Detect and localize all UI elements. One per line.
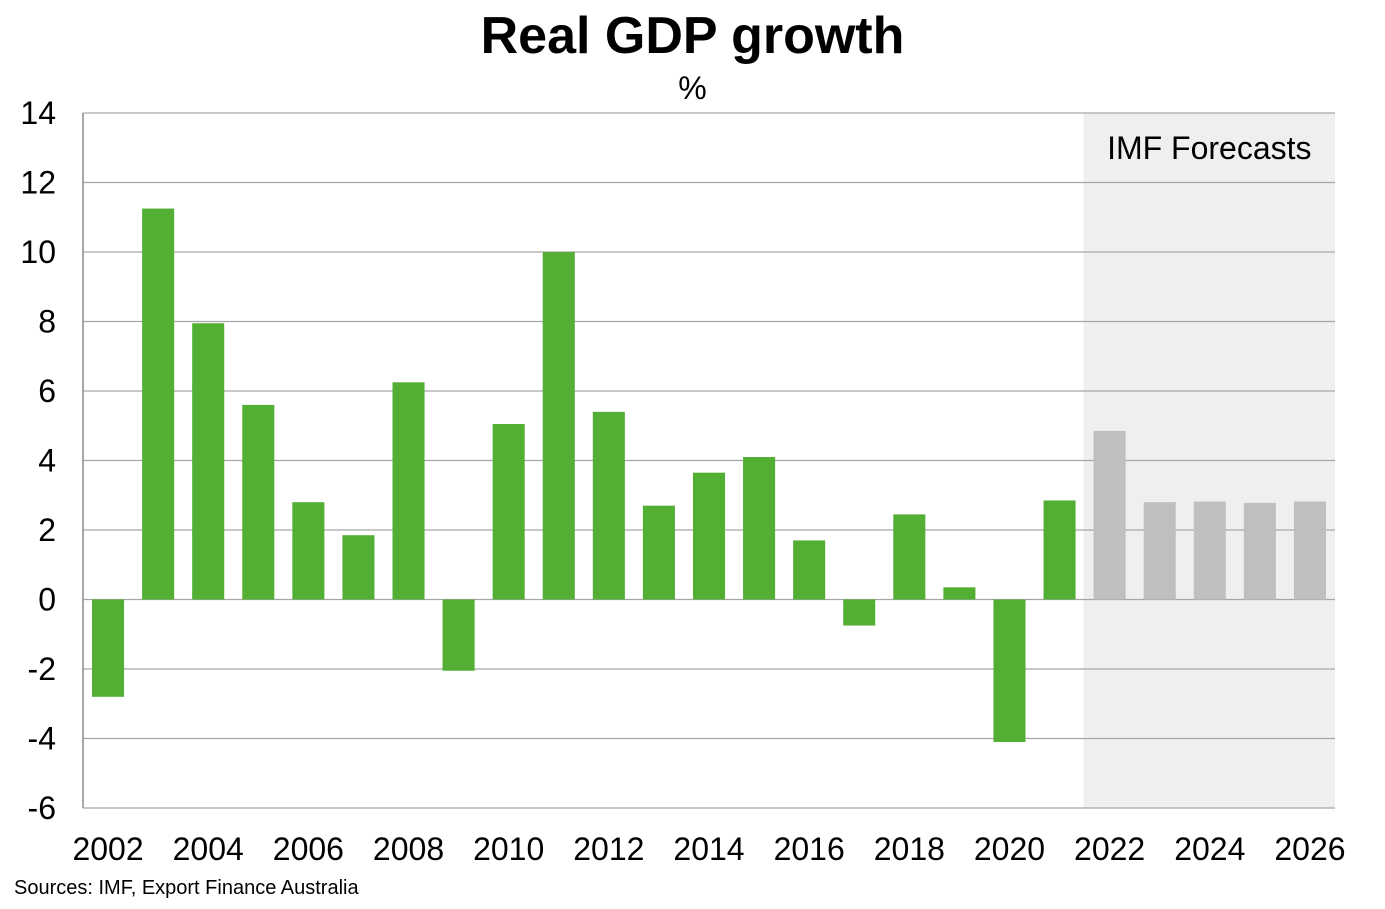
source-note: Sources: IMF, Export Finance Australia (14, 877, 359, 899)
bar-2013 (642, 505, 675, 600)
y-tick-label: 0 (38, 582, 56, 618)
y-tick-label: 6 (38, 373, 56, 409)
bar-2026 (1293, 501, 1326, 600)
x-tick-label: 2008 (373, 831, 444, 867)
y-tick-label: 14 (20, 95, 56, 131)
x-tick-label: 2016 (774, 831, 845, 867)
y-tick-label: 4 (38, 443, 56, 479)
bar-2007 (342, 535, 375, 600)
bar-2012 (592, 411, 625, 600)
bar-2024 (1193, 501, 1226, 600)
bars (92, 208, 1326, 742)
bar-2010 (492, 424, 525, 600)
x-tick-label: 2010 (473, 831, 544, 867)
x-tick-label: 2026 (1274, 831, 1345, 867)
x-tick-label: 2018 (874, 831, 945, 867)
bar-2023 (1143, 502, 1176, 600)
y-tick-label: 10 (20, 234, 56, 270)
bar-2022 (1093, 430, 1126, 600)
y-tick-label: -6 (28, 790, 56, 826)
chart-title: Real GDP growth (480, 7, 905, 65)
y-tick-label: 8 (38, 304, 56, 340)
x-tick-label: 2012 (573, 831, 644, 867)
bar-2003 (142, 208, 175, 600)
bar-2020 (993, 599, 1026, 742)
bar-2015 (743, 457, 776, 600)
x-tick-label: 2014 (673, 831, 744, 867)
bar-2002 (92, 599, 125, 697)
x-tick-label: 2004 (173, 831, 244, 867)
bar-2019 (943, 587, 976, 600)
bar-2008 (392, 382, 425, 600)
y-tick-label: 2 (38, 512, 56, 548)
x-tick-label: 2002 (72, 831, 143, 867)
bar-2005 (242, 404, 275, 600)
bar-2006 (292, 502, 325, 600)
y-tick-label: -4 (28, 721, 56, 757)
x-tick-label: 2020 (974, 831, 1045, 867)
y-tick-label: -2 (28, 651, 56, 687)
tick-labels: -6 -4 -2 0 2 4 6 8 10 12 14 2002 2004 2006 2008 2010 201… (20, 95, 1345, 867)
bar-2025 (1243, 502, 1276, 600)
bar-2011 (542, 252, 575, 600)
x-tick-label: 2024 (1174, 831, 1245, 867)
bar-2016 (793, 540, 826, 600)
y-tick-label: 12 (20, 165, 56, 201)
bar-2021 (1043, 500, 1076, 600)
x-tick-label: 2006 (273, 831, 344, 867)
forecast-label: IMF Forecasts (1107, 130, 1311, 166)
bar-2009 (442, 599, 475, 671)
bar-2017 (843, 599, 876, 626)
chart-subtitle: % (678, 70, 707, 106)
x-tick-label: 2022 (1074, 831, 1145, 867)
bar-2014 (692, 472, 726, 600)
bar-2004 (192, 323, 225, 600)
bar-2018 (893, 514, 926, 600)
